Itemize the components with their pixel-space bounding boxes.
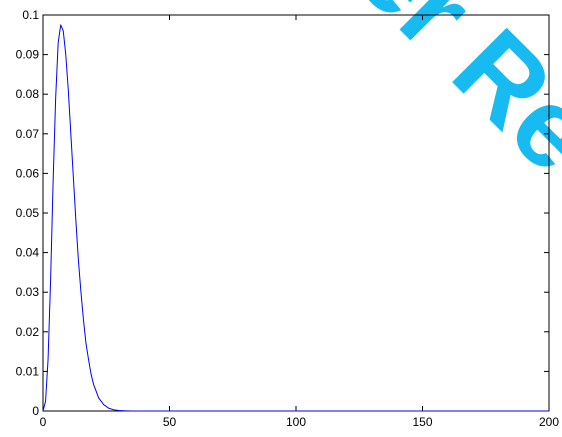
y-tick-label: 0.1 (22, 8, 39, 22)
watermark-text: er Rev (333, 0, 562, 239)
series-line (42, 24, 549, 412)
axis-tick-labels: 0 50 100 150 200 0 0.01 0.02 0.03 0.04 0.05 0.06 0.0… (16, 8, 560, 429)
y-tick-label: 0.06 (16, 166, 40, 180)
y-tick-label: 0.08 (16, 87, 40, 101)
x-tick-label: 50 (163, 415, 177, 429)
y-tick-label: 0.02 (16, 325, 40, 339)
x-tick-label: 150 (412, 415, 432, 429)
y-tick-label: 0.07 (16, 127, 40, 141)
y-tick-label: 0.09 (16, 48, 40, 62)
x-tick-label: 100 (286, 415, 306, 429)
x-tick-label: 200 (539, 415, 559, 429)
data-series (42, 24, 549, 412)
y-tick-label: 0.01 (16, 364, 40, 378)
watermark: er Rev (333, 0, 562, 239)
x-tick-label: 0 (40, 415, 47, 429)
y-tick-label: 0.05 (16, 206, 40, 220)
y-tick-label: 0.04 (16, 246, 40, 260)
y-tick-label: 0 (32, 404, 39, 418)
y-tick-label: 0.03 (16, 285, 40, 299)
